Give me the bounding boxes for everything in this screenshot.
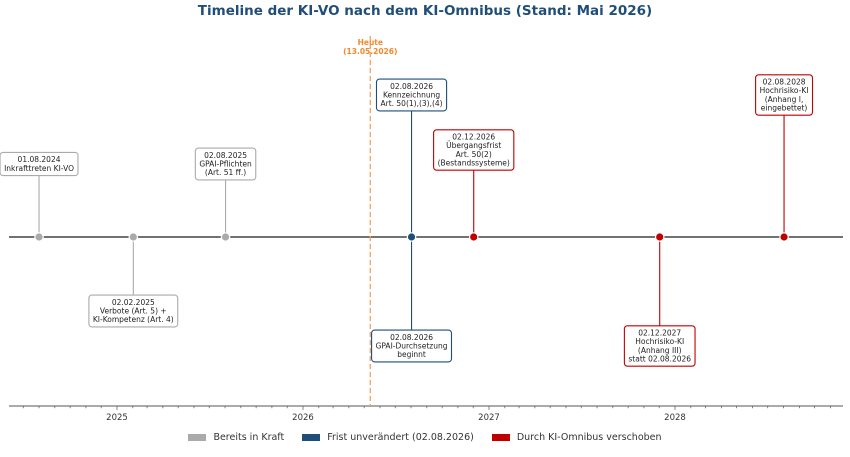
event-marker [220, 232, 231, 242]
legend-label-postponed: Durch KI-Omnibus verschoben [516, 432, 662, 443]
legend: Bereits in Kraft Frist unverändert (02.0… [0, 432, 850, 443]
event-label-box [623, 325, 696, 367]
chart-title: Timeline der KI-VO nach dem KI-Omnibus (… [197, 3, 653, 19]
event-label: 01.08.2024 Inkrafttreten KI-VO [4, 155, 74, 173]
today-label: Heute (13.05.2026) [343, 38, 397, 56]
event-label-box [88, 294, 179, 328]
event-label-box [375, 78, 448, 112]
x-tick-label: 2026 [292, 413, 314, 423]
event-marker [468, 232, 479, 242]
legend-swatch-postponed [491, 434, 510, 441]
event-label: 02.08.2025 GPAI-Pflichten (Art. 51 ff.) [199, 151, 252, 177]
legend-item-postponed: Durch KI-Omnibus verschoben [491, 432, 662, 443]
event-label: 02.12.2026 Übergangsfrist Art. 50(2) (Besta… [438, 133, 510, 168]
event-label: 02.08.2026 Kennzeichnung Art. 50(1),(3),(4… [380, 82, 442, 108]
event-label-box [194, 147, 257, 181]
legend-swatch-in-force [188, 434, 207, 441]
legend-label-unchanged: Frist unverändert (02.08.2026) [327, 432, 474, 443]
event-marker [128, 232, 139, 242]
event-marker [779, 232, 789, 242]
event-label: 02.12.2027 Hochrisiko-KI (Anhang III) statt… [628, 329, 691, 364]
legend-label-in-force: Bereits in Kraft [213, 432, 285, 443]
event-marker [34, 232, 44, 242]
event-marker [406, 232, 417, 242]
x-tick-label: 2027 [478, 413, 500, 423]
legend-item-in-force: Bereits in Kraft [188, 432, 284, 443]
event-label-box [755, 74, 814, 116]
event-label-box [0, 151, 79, 177]
legend-item-unchanged: Frist unverändert (02.08.2026) [302, 432, 474, 443]
event-marker [654, 232, 665, 242]
event-label-box [371, 329, 453, 363]
event-label: 02.02.2025 Verbote (Art. 5) + KI-Kompetenz… [93, 298, 174, 324]
event-label: 02.08.2028 Hochrisiko-KI (Anhang I, eingebe… [760, 78, 809, 113]
x-tick-label: 2025 [106, 413, 128, 423]
event-label-box [433, 129, 515, 171]
event-label: 02.08.2026 GPAI-Durchsetzung beginnt [376, 333, 448, 359]
x-tick-label: 2028 [664, 413, 686, 423]
legend-swatch-unchanged [302, 434, 321, 441]
